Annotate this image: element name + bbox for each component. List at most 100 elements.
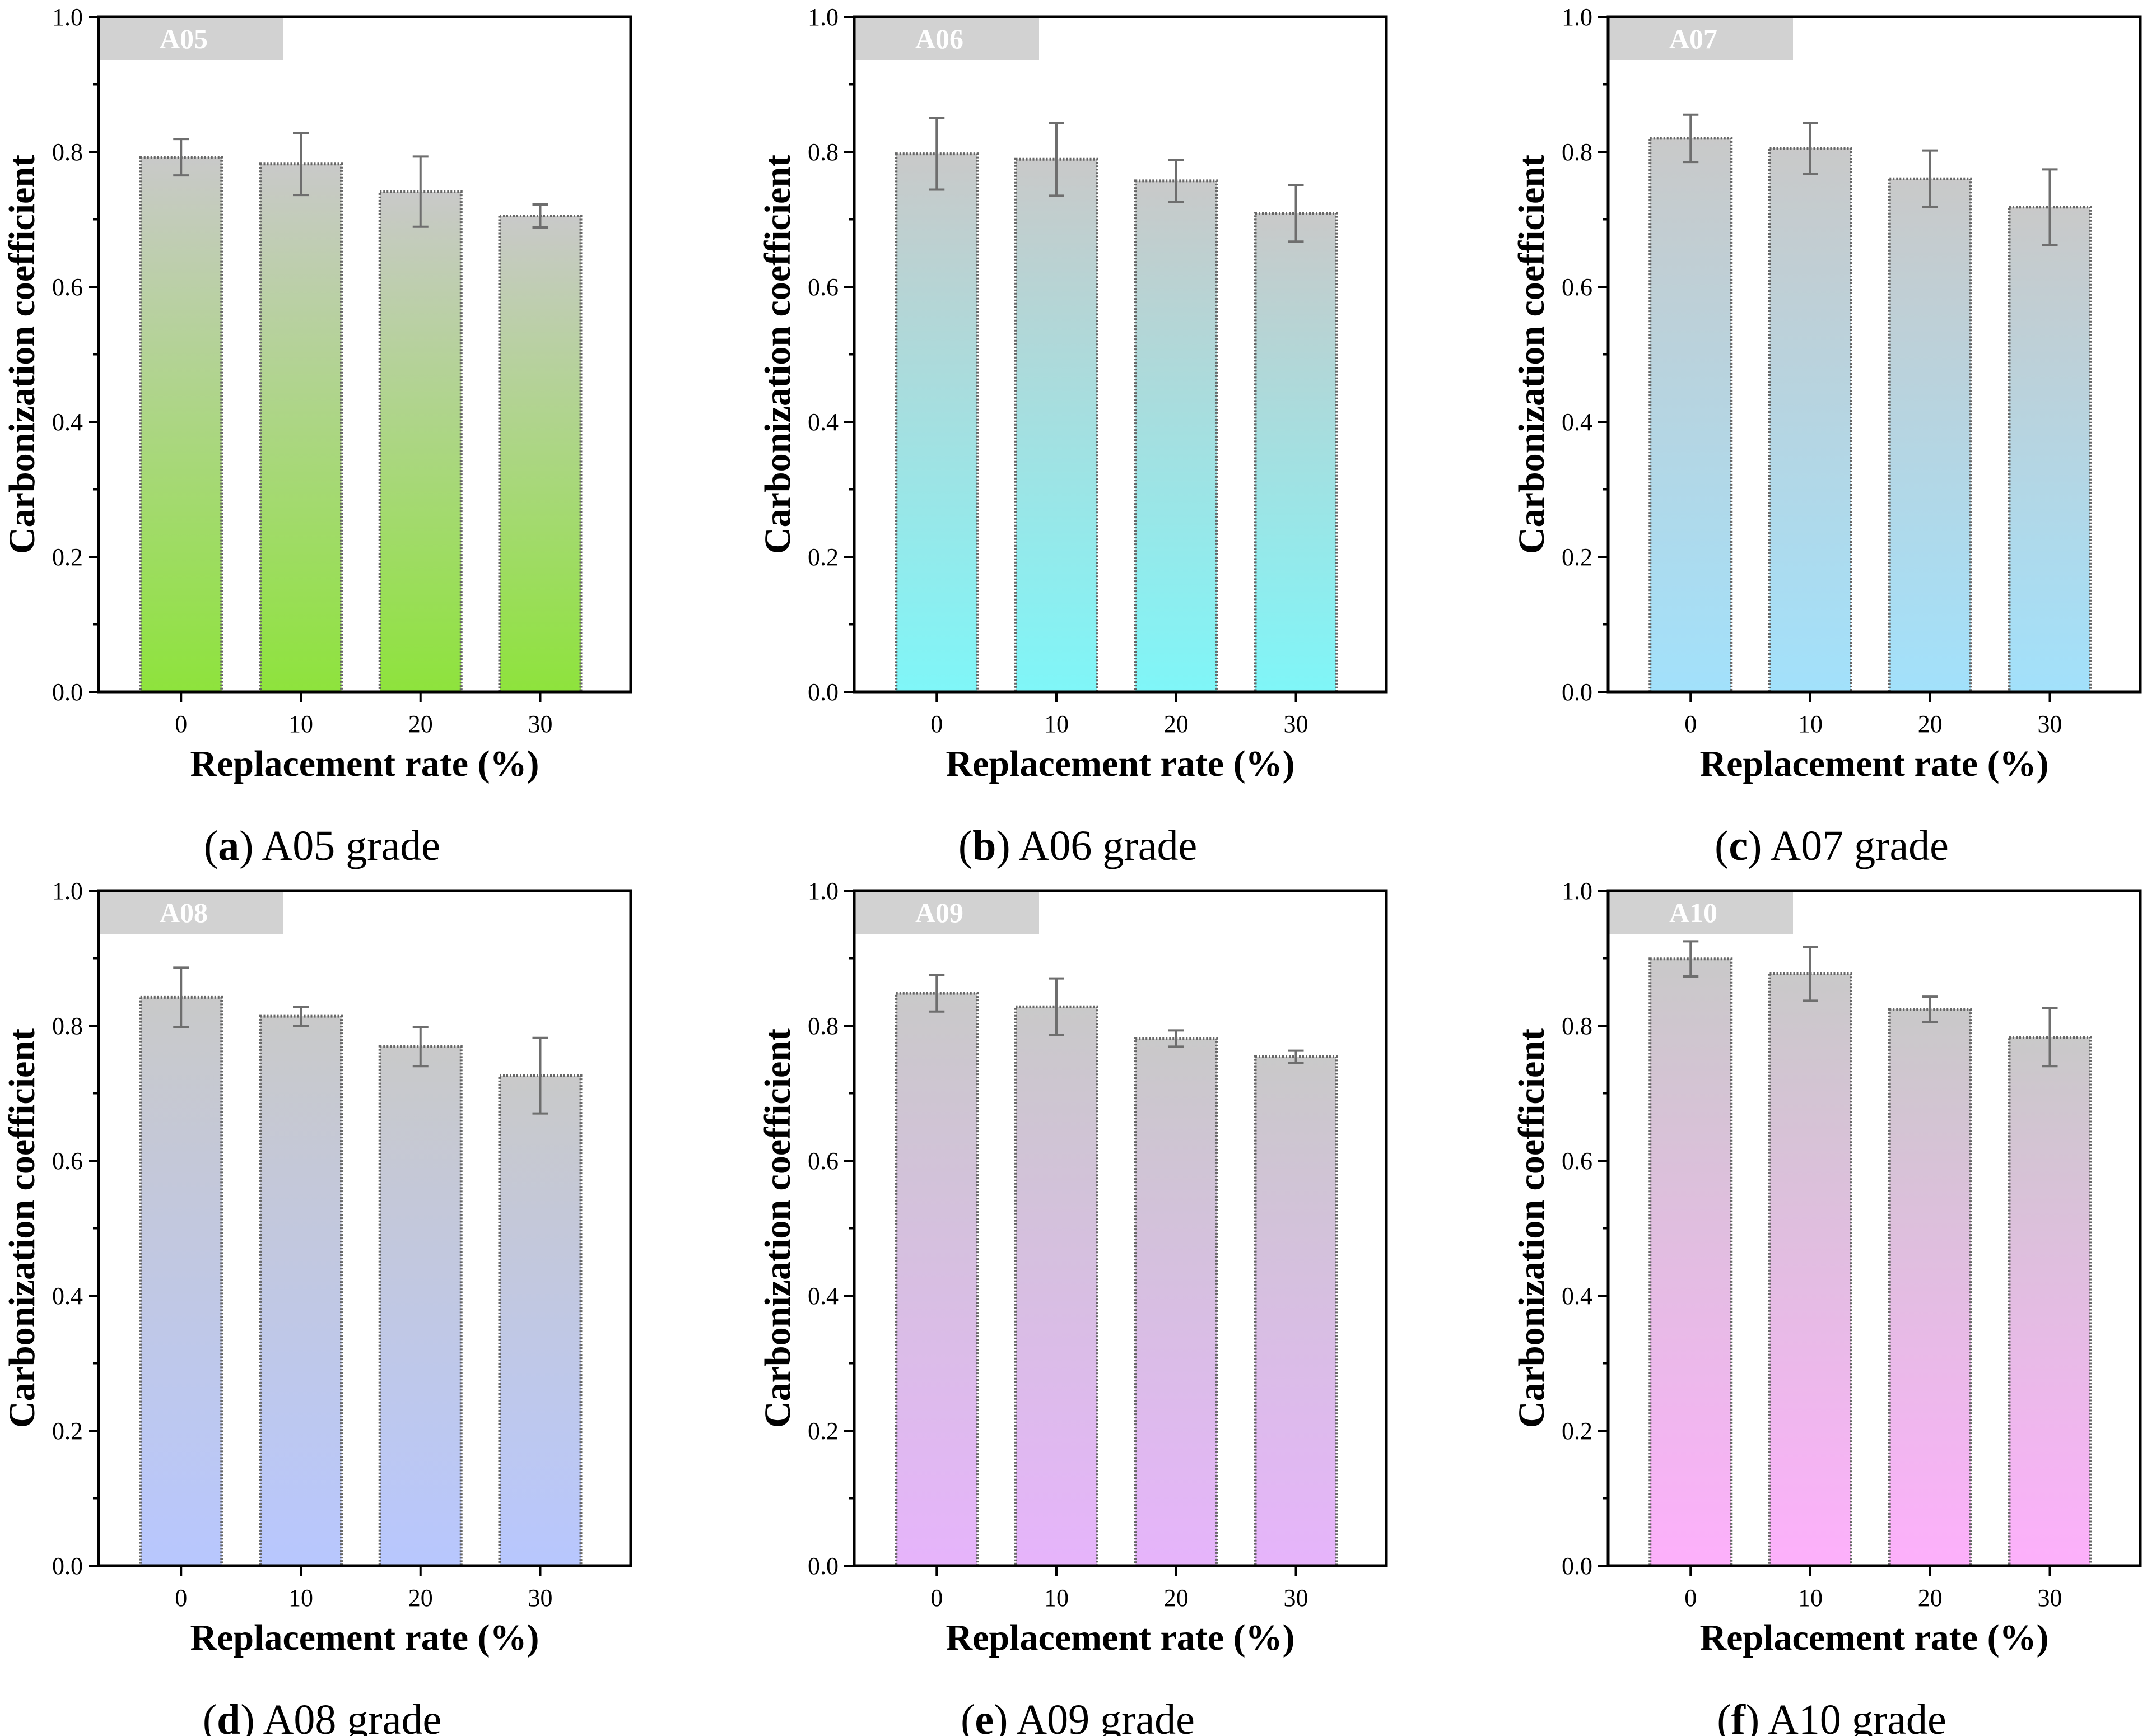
error-bar bbox=[1288, 184, 1304, 243]
bar bbox=[1648, 957, 1733, 1567]
caption-open-paren: ( bbox=[1715, 822, 1729, 869]
y-axis-title: Carbonization coefficient bbox=[2, 155, 43, 554]
error-bar bbox=[173, 966, 189, 1028]
error-bar bbox=[1049, 122, 1064, 197]
caption-letter: d bbox=[217, 1696, 240, 1736]
series-tag: A05 bbox=[160, 23, 208, 54]
x-tick-label: 0 bbox=[1684, 710, 1697, 738]
y-tick-label: 1.0 bbox=[808, 3, 839, 31]
error-bar bbox=[1288, 1049, 1304, 1064]
y-tick-label: 0.6 bbox=[1562, 273, 1592, 301]
bar bbox=[259, 162, 343, 694]
bar bbox=[1888, 177, 1972, 694]
y-axis-title: Carbonization coefficient bbox=[1511, 155, 1552, 554]
caption-open-paren: ( bbox=[958, 822, 972, 869]
y-tick-label: 0.8 bbox=[52, 138, 83, 166]
caption-close-paren: ) bbox=[994, 1696, 1008, 1736]
y-tick-label: 0.2 bbox=[52, 1417, 83, 1445]
x-tick-label: 10 bbox=[288, 1584, 313, 1612]
bar bbox=[895, 152, 979, 694]
error-bar bbox=[2042, 168, 2058, 246]
x-tick-label: 20 bbox=[1164, 710, 1189, 738]
series-tag: A06 bbox=[915, 23, 963, 54]
caption-text: A08 grade bbox=[255, 1696, 441, 1736]
caption-open-paren: ( bbox=[203, 1696, 217, 1736]
chart-a06: A06 0.0 0.2 0.4 0.6 0.8 1.0 0 10 20 30 Replacement … bbox=[757, 3, 1388, 869]
panel-caption: (e) A09 grade bbox=[961, 1696, 1195, 1736]
y-tick-label: 0.4 bbox=[1562, 1282, 1592, 1310]
bar bbox=[1768, 147, 1852, 694]
bar bbox=[139, 156, 223, 694]
x-tick-label: 0 bbox=[1684, 1584, 1697, 1612]
y-axis-title: Carbonization coefficient bbox=[757, 155, 798, 554]
bar bbox=[1254, 212, 1338, 694]
y-tick-label: 0.4 bbox=[52, 1282, 83, 1310]
y-tick-label: 1.0 bbox=[808, 877, 839, 905]
error-bar bbox=[412, 1026, 429, 1068]
x-tick-label: 30 bbox=[2038, 1584, 2062, 1612]
caption-text: A07 grade bbox=[1762, 822, 1948, 869]
caption-close-paren: ) bbox=[240, 1696, 254, 1736]
caption-letter: f bbox=[1731, 1696, 1747, 1736]
panel-caption: (c) A07 grade bbox=[1715, 822, 1949, 869]
y-tick-label: 0.8 bbox=[52, 1012, 83, 1040]
bar bbox=[1648, 137, 1733, 694]
y-tick-label: 0.0 bbox=[52, 1552, 83, 1580]
x-tick-label: 30 bbox=[1284, 710, 1308, 738]
y-tick-label: 0.8 bbox=[808, 1012, 839, 1040]
error-bar bbox=[1922, 995, 1938, 1023]
caption-open-paren: ( bbox=[961, 1696, 975, 1736]
panel-caption: (b) A06 grade bbox=[958, 822, 1197, 869]
caption-text: A05 grade bbox=[254, 822, 440, 869]
panel-caption: (d) A08 grade bbox=[203, 1696, 441, 1736]
x-axis-title: Replacement rate (%) bbox=[946, 743, 1294, 784]
x-axis-title: Replacement rate (%) bbox=[1699, 743, 2048, 784]
y-tick-label: 0.4 bbox=[808, 1282, 839, 1310]
caption-letter: e bbox=[975, 1696, 994, 1736]
y-tick-label: 0.2 bbox=[1562, 1417, 1592, 1445]
x-tick-label: 10 bbox=[288, 710, 313, 738]
x-tick-label: 0 bbox=[930, 710, 943, 738]
x-tick-label: 0 bbox=[175, 1584, 187, 1612]
y-axis-title: Carbonization coefficient bbox=[1511, 1028, 1552, 1428]
y-tick-label: 0.0 bbox=[1562, 678, 1592, 706]
error-bar bbox=[532, 203, 548, 229]
x-tick-label: 10 bbox=[1044, 1584, 1069, 1612]
y-tick-label: 0.2 bbox=[808, 1417, 839, 1445]
bar bbox=[1768, 972, 1852, 1567]
bar bbox=[1254, 1055, 1338, 1567]
error-bar bbox=[1683, 940, 1699, 978]
caption-text: A10 grade bbox=[1759, 1696, 1946, 1736]
x-axis-title: Replacement rate (%) bbox=[190, 743, 539, 784]
caption-text: A06 grade bbox=[1010, 822, 1197, 869]
chart-a08: A08 0.0 0.2 0.4 0.6 0.8 1.0 0 10 20 30 Replacement … bbox=[2, 877, 632, 1736]
y-tick-label: 0.2 bbox=[52, 543, 83, 571]
y-tick-label: 0.6 bbox=[808, 273, 839, 301]
x-tick-label: 20 bbox=[1918, 1584, 1943, 1612]
y-tick-label: 0.6 bbox=[52, 273, 83, 301]
panel-caption: (a) A05 grade bbox=[204, 822, 440, 869]
y-tick-label: 0.4 bbox=[1562, 408, 1592, 436]
caption-close-paren: ) bbox=[996, 822, 1010, 869]
series-tag: A08 bbox=[160, 897, 208, 928]
error-bar bbox=[1803, 946, 1818, 1002]
y-axis-title: Carbonization coefficient bbox=[2, 1028, 43, 1428]
x-tick-label: 10 bbox=[1798, 1584, 1823, 1612]
caption-text: A09 grade bbox=[1008, 1696, 1194, 1736]
x-axis-title: Replacement rate (%) bbox=[190, 1617, 539, 1658]
caption-close-paren: ) bbox=[239, 822, 253, 869]
y-tick-label: 0.0 bbox=[52, 678, 83, 706]
bar bbox=[1014, 157, 1098, 694]
x-tick-label: 0 bbox=[175, 710, 187, 738]
x-axis-title: Replacement rate (%) bbox=[1699, 1617, 2048, 1658]
y-tick-label: 1.0 bbox=[52, 877, 83, 905]
caption-letter: c bbox=[1729, 822, 1748, 869]
y-tick-label: 0.8 bbox=[1562, 1012, 1592, 1040]
y-tick-label: 0.6 bbox=[52, 1147, 83, 1175]
y-tick-label: 1.0 bbox=[1562, 3, 1592, 31]
bar bbox=[259, 1014, 343, 1567]
caption-letter: a bbox=[218, 822, 239, 869]
y-tick-label: 0.6 bbox=[808, 1147, 839, 1175]
x-axis-title: Replacement rate (%) bbox=[946, 1617, 1294, 1658]
series-tag-box bbox=[854, 891, 1039, 934]
